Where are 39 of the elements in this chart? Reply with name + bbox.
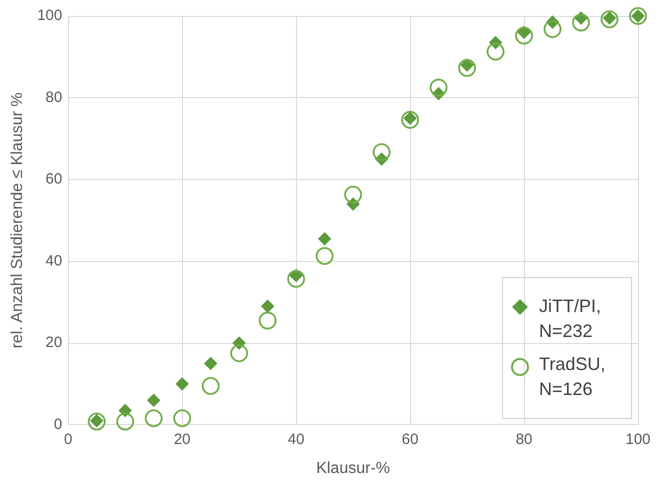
point (600, 10, 618, 28)
point (144, 409, 163, 428)
x-tick-label: 100 (625, 430, 651, 448)
y-axis-title: rel. Anzahl Studierende ≤ Klausur % (9, 92, 26, 348)
point (458, 59, 476, 77)
point (401, 110, 419, 129)
point (515, 26, 533, 45)
point (486, 42, 504, 60)
y-tick-label: 60 (46, 170, 62, 188)
point (176, 377, 189, 390)
legend-label: TradSU, N=126 (539, 352, 606, 401)
point (344, 186, 362, 204)
point (318, 232, 332, 246)
point (544, 20, 562, 38)
point (372, 143, 390, 162)
point (430, 78, 448, 96)
y-tick-label: 20 (46, 334, 62, 352)
point (173, 409, 192, 428)
legend-label: JiTT/PI, N=232 (539, 294, 602, 343)
point (88, 412, 106, 430)
y-tick-label: 80 (46, 88, 62, 106)
y-tick-label: 100 (37, 7, 62, 24)
x-tick-label: 40 (288, 430, 304, 448)
point (147, 394, 160, 407)
x-axis-title: Klausur-% (316, 460, 390, 477)
point (287, 270, 306, 288)
y-tick-label: 0 (54, 416, 62, 433)
point (230, 344, 248, 362)
point (316, 247, 334, 265)
y-tick-label: 40 (46, 252, 62, 270)
x-tick-label: 80 (516, 430, 532, 448)
point (116, 412, 134, 430)
point (572, 14, 590, 32)
point (258, 312, 277, 330)
point (261, 300, 274, 313)
point (202, 377, 220, 395)
x-tick-label: 20 (174, 430, 191, 448)
point (204, 356, 218, 370)
x-tick-label: 60 (402, 430, 418, 448)
